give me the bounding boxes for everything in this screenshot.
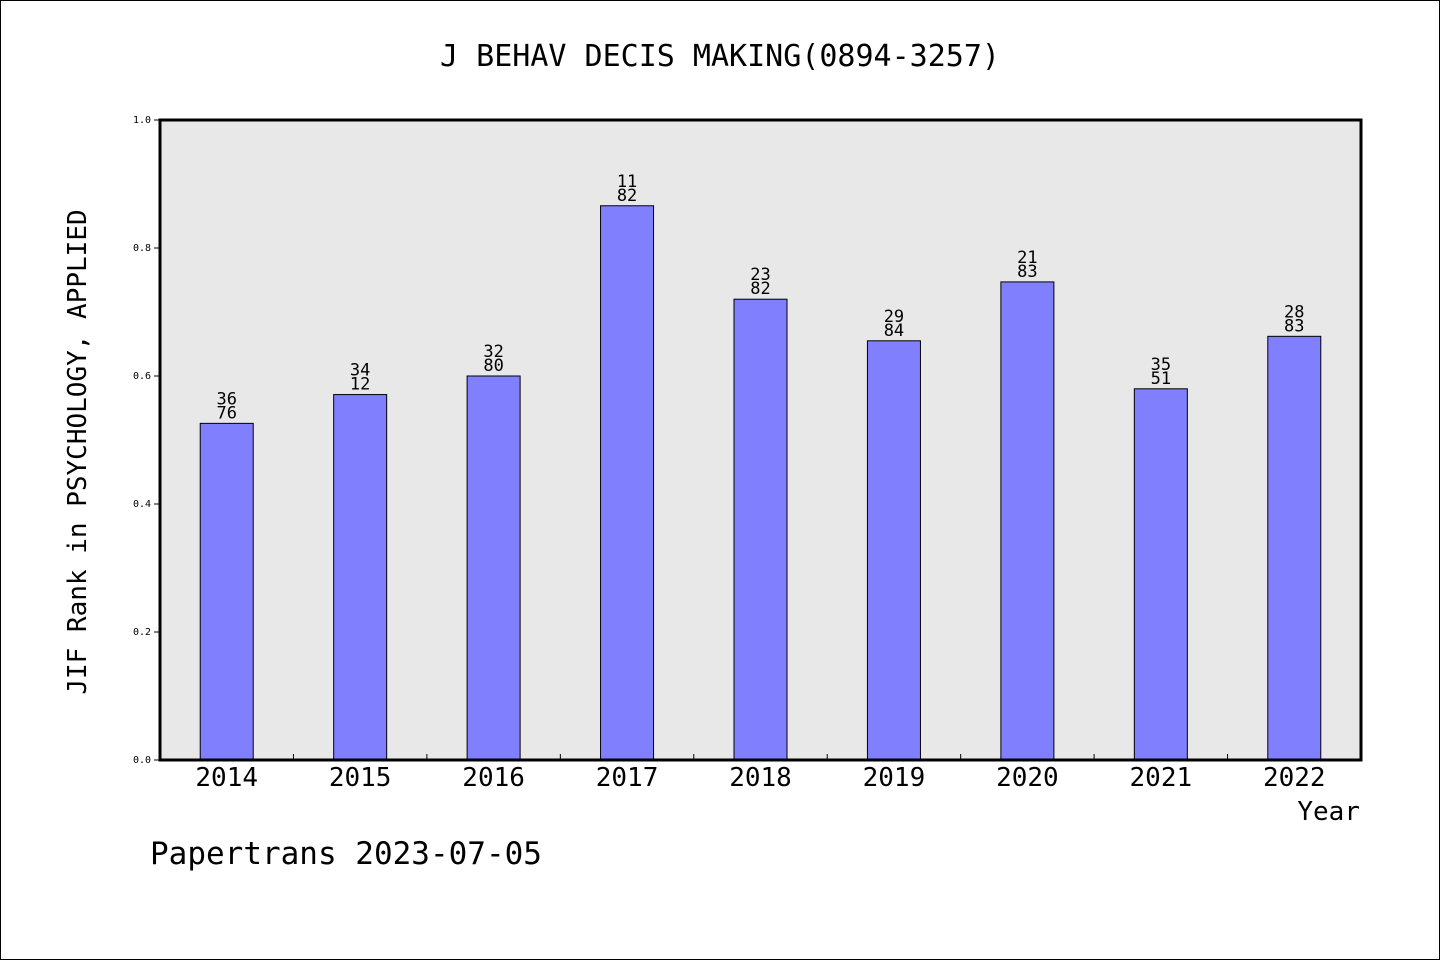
y-axis-label: JIF Rank in PSYCHOLOGY, APPLIED	[63, 209, 93, 694]
bar-label-bottom: 76	[216, 403, 236, 423]
bar-label-bottom: 12	[350, 375, 370, 395]
bar-label-top: 11	[617, 172, 637, 192]
bar-label-bottom: 82	[750, 279, 770, 299]
bar-label-top: 28	[1284, 302, 1304, 322]
footer-text: Papertrans 2023-07-05	[150, 836, 542, 872]
bar-label-top: 32	[483, 342, 503, 362]
bar-label-bottom: 83	[1017, 262, 1037, 282]
y-tick-label: 0.6	[133, 371, 151, 382]
bar-label-top: 23	[750, 265, 770, 285]
x-tick-label: 2020	[996, 763, 1059, 793]
y-tick-label: 0.4	[133, 499, 151, 510]
bar-label-top: 29	[884, 307, 904, 327]
y-tick-label: 0.2	[133, 627, 151, 638]
bar-2018	[733, 298, 788, 761]
bar-2021	[1133, 388, 1188, 761]
x-tick-label: 2019	[863, 763, 926, 793]
bar-label-bottom: 80	[483, 356, 503, 376]
bar-label-bottom: 51	[1151, 369, 1171, 389]
x-axis-label: Year	[1297, 797, 1360, 827]
x-axis: 2014 2015 2016 2017 2018 2019 2020 2021 2022	[195, 754, 1326, 793]
bar-label-top: 34	[350, 361, 370, 381]
x-tick-label: 2022	[1263, 763, 1326, 793]
chart-title: J BEHAV DECIS MAKING(0894-3257)	[440, 39, 1000, 74]
bar-label-top: 35	[1151, 355, 1171, 375]
bar-2015	[333, 394, 388, 761]
bar-label-top: 21	[1017, 248, 1037, 268]
y-tick-label: 0.0	[133, 755, 151, 766]
bar-label-top: 36	[216, 389, 236, 409]
plot-border	[158, 118, 1363, 762]
bar-label-bottom: 84	[884, 321, 904, 341]
x-tick-label: 2018	[729, 763, 792, 793]
y-axis: 0.0 0.2 0.4 0.6 0.8 1.0	[133, 115, 160, 766]
bar-2020	[1000, 281, 1055, 761]
y-tick-label: 1.0	[133, 115, 151, 126]
bar-2014	[199, 422, 254, 761]
bar-label-bottom: 83	[1284, 316, 1304, 336]
x-tick-label: 2014	[195, 763, 258, 793]
bar-label-bottom: 82	[617, 186, 637, 206]
x-tick-label: 2021	[1130, 763, 1193, 793]
bar-2019	[866, 340, 921, 761]
bar-2017	[600, 205, 655, 761]
bar-2022	[1267, 335, 1322, 761]
x-tick-label: 2015	[329, 763, 392, 793]
x-tick-label: 2017	[596, 763, 659, 793]
y-tick-label: 0.8	[133, 243, 151, 254]
x-tick-label: 2016	[462, 763, 525, 793]
bar-2016	[466, 375, 521, 761]
